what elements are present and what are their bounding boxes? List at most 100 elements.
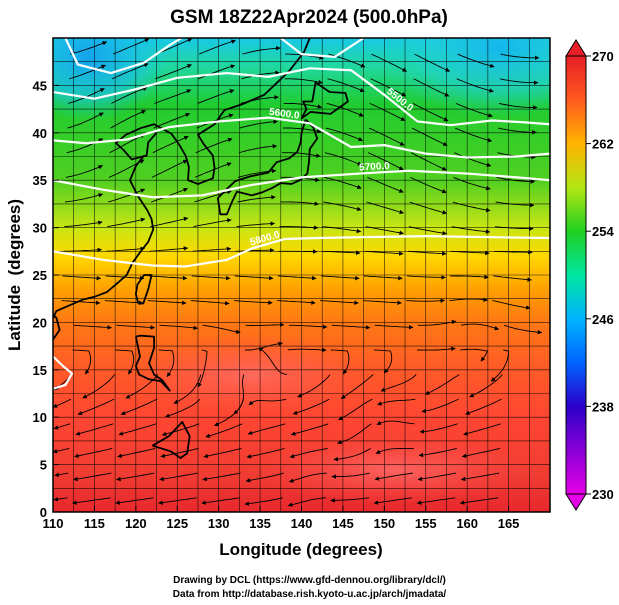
streamline: [330, 349, 350, 375]
streamline: [107, 217, 146, 228]
colorbar-top-triangle: [565, 39, 587, 57]
streamline: [173, 374, 202, 404]
streamline: [374, 324, 414, 330]
streamline: [64, 193, 104, 203]
streamline: [202, 472, 241, 482]
streamline: [373, 497, 413, 505]
y-tick-label: 0: [40, 505, 47, 520]
streamline: [368, 152, 404, 171]
streamline: [407, 250, 447, 256]
contour-label: 5600.0: [268, 107, 300, 122]
streamline: [279, 225, 319, 230]
streamline: [164, 398, 201, 418]
streamline: [417, 346, 456, 352]
streamline: [82, 374, 116, 399]
streamline: [337, 423, 372, 445]
streamline: [53, 423, 71, 430]
streamline: [242, 46, 281, 55]
streamline: [418, 448, 457, 458]
coastline: [115, 38, 311, 185]
streamline: [500, 53, 540, 61]
streamline: [72, 497, 111, 505]
streamline: [53, 497, 68, 502]
streamline: [245, 322, 285, 328]
streamline: [258, 347, 288, 375]
x-axis-title: Longitude (degrees): [219, 540, 382, 559]
streamline: [490, 349, 510, 382]
streamline: [324, 176, 362, 190]
x-tick-label: 145: [332, 516, 354, 531]
streamline: [413, 78, 450, 97]
streamline: [118, 423, 157, 436]
streamline: [412, 103, 449, 122]
streamline: [74, 448, 113, 458]
y-tick-label: 25: [33, 268, 47, 283]
streamline: [53, 448, 70, 454]
streamline: [155, 64, 192, 80]
coastline: [151, 421, 191, 459]
streamline: [454, 152, 492, 167]
streamline: [247, 423, 286, 436]
streamline: [411, 152, 447, 171]
streamline: [75, 423, 114, 436]
coastline: [134, 334, 171, 392]
streamline: [327, 78, 365, 93]
y-tick-label: 10: [33, 410, 47, 425]
streamline: [284, 78, 323, 85]
x-tick-label: 115: [84, 516, 105, 531]
streamline: [287, 347, 327, 353]
streamline: [64, 220, 103, 228]
streamline: [331, 472, 370, 479]
x-tick-label: 140: [291, 516, 313, 531]
streamline: [203, 448, 242, 459]
streamline: [460, 472, 500, 482]
streamline: [192, 246, 232, 252]
streamline: [280, 201, 320, 206]
streamline: [106, 246, 146, 252]
streamline: [244, 341, 283, 351]
streamline: [241, 70, 280, 80]
coastline: [53, 313, 61, 341]
streamline: [377, 398, 416, 406]
colorbar-tick-label: 262: [592, 137, 614, 152]
streamline: [494, 249, 533, 255]
streamline: [147, 300, 187, 306]
x-tick-label: 165: [498, 516, 520, 531]
height-contour: [53, 116, 550, 159]
streamline: [320, 275, 360, 281]
streamline: [461, 448, 500, 458]
streamline: [463, 423, 501, 436]
colorbar-bottom-triangle: [565, 493, 587, 511]
streamline: [233, 300, 273, 305]
streamline: [340, 374, 374, 399]
height-contour: [53, 235, 550, 268]
credit-data-source: Data from http://database.rish.kyoto-u.a…: [172, 589, 447, 600]
streamline: [237, 195, 276, 203]
streamline: [455, 102, 493, 118]
height-contour: [53, 67, 550, 127]
streamline: [198, 64, 236, 80]
x-tick-label: 125: [166, 516, 188, 531]
y-tick-label: 35: [33, 173, 47, 188]
streamline: [288, 472, 327, 483]
warm-region-south: [255, 435, 535, 505]
streamline: [205, 423, 243, 438]
streamlines: [53, 38, 543, 507]
streamline: [374, 472, 413, 481]
warm-region-philippine-sea: [130, 335, 370, 415]
colorbar-tick-label: 230: [592, 487, 614, 502]
streamline: [67, 112, 104, 129]
y-tick-label: 5: [40, 458, 47, 473]
streamline: [112, 63, 149, 80]
streamline: [110, 110, 147, 129]
streamline: [323, 201, 362, 212]
streamline: [406, 298, 445, 303]
streamline: [69, 41, 108, 55]
streamline: [159, 324, 199, 331]
streamline: [287, 497, 326, 507]
streamline: [450, 250, 490, 256]
coastline: [216, 118, 319, 216]
streamline: [54, 472, 69, 477]
streamline: [283, 102, 323, 109]
streamline: [155, 38, 193, 55]
